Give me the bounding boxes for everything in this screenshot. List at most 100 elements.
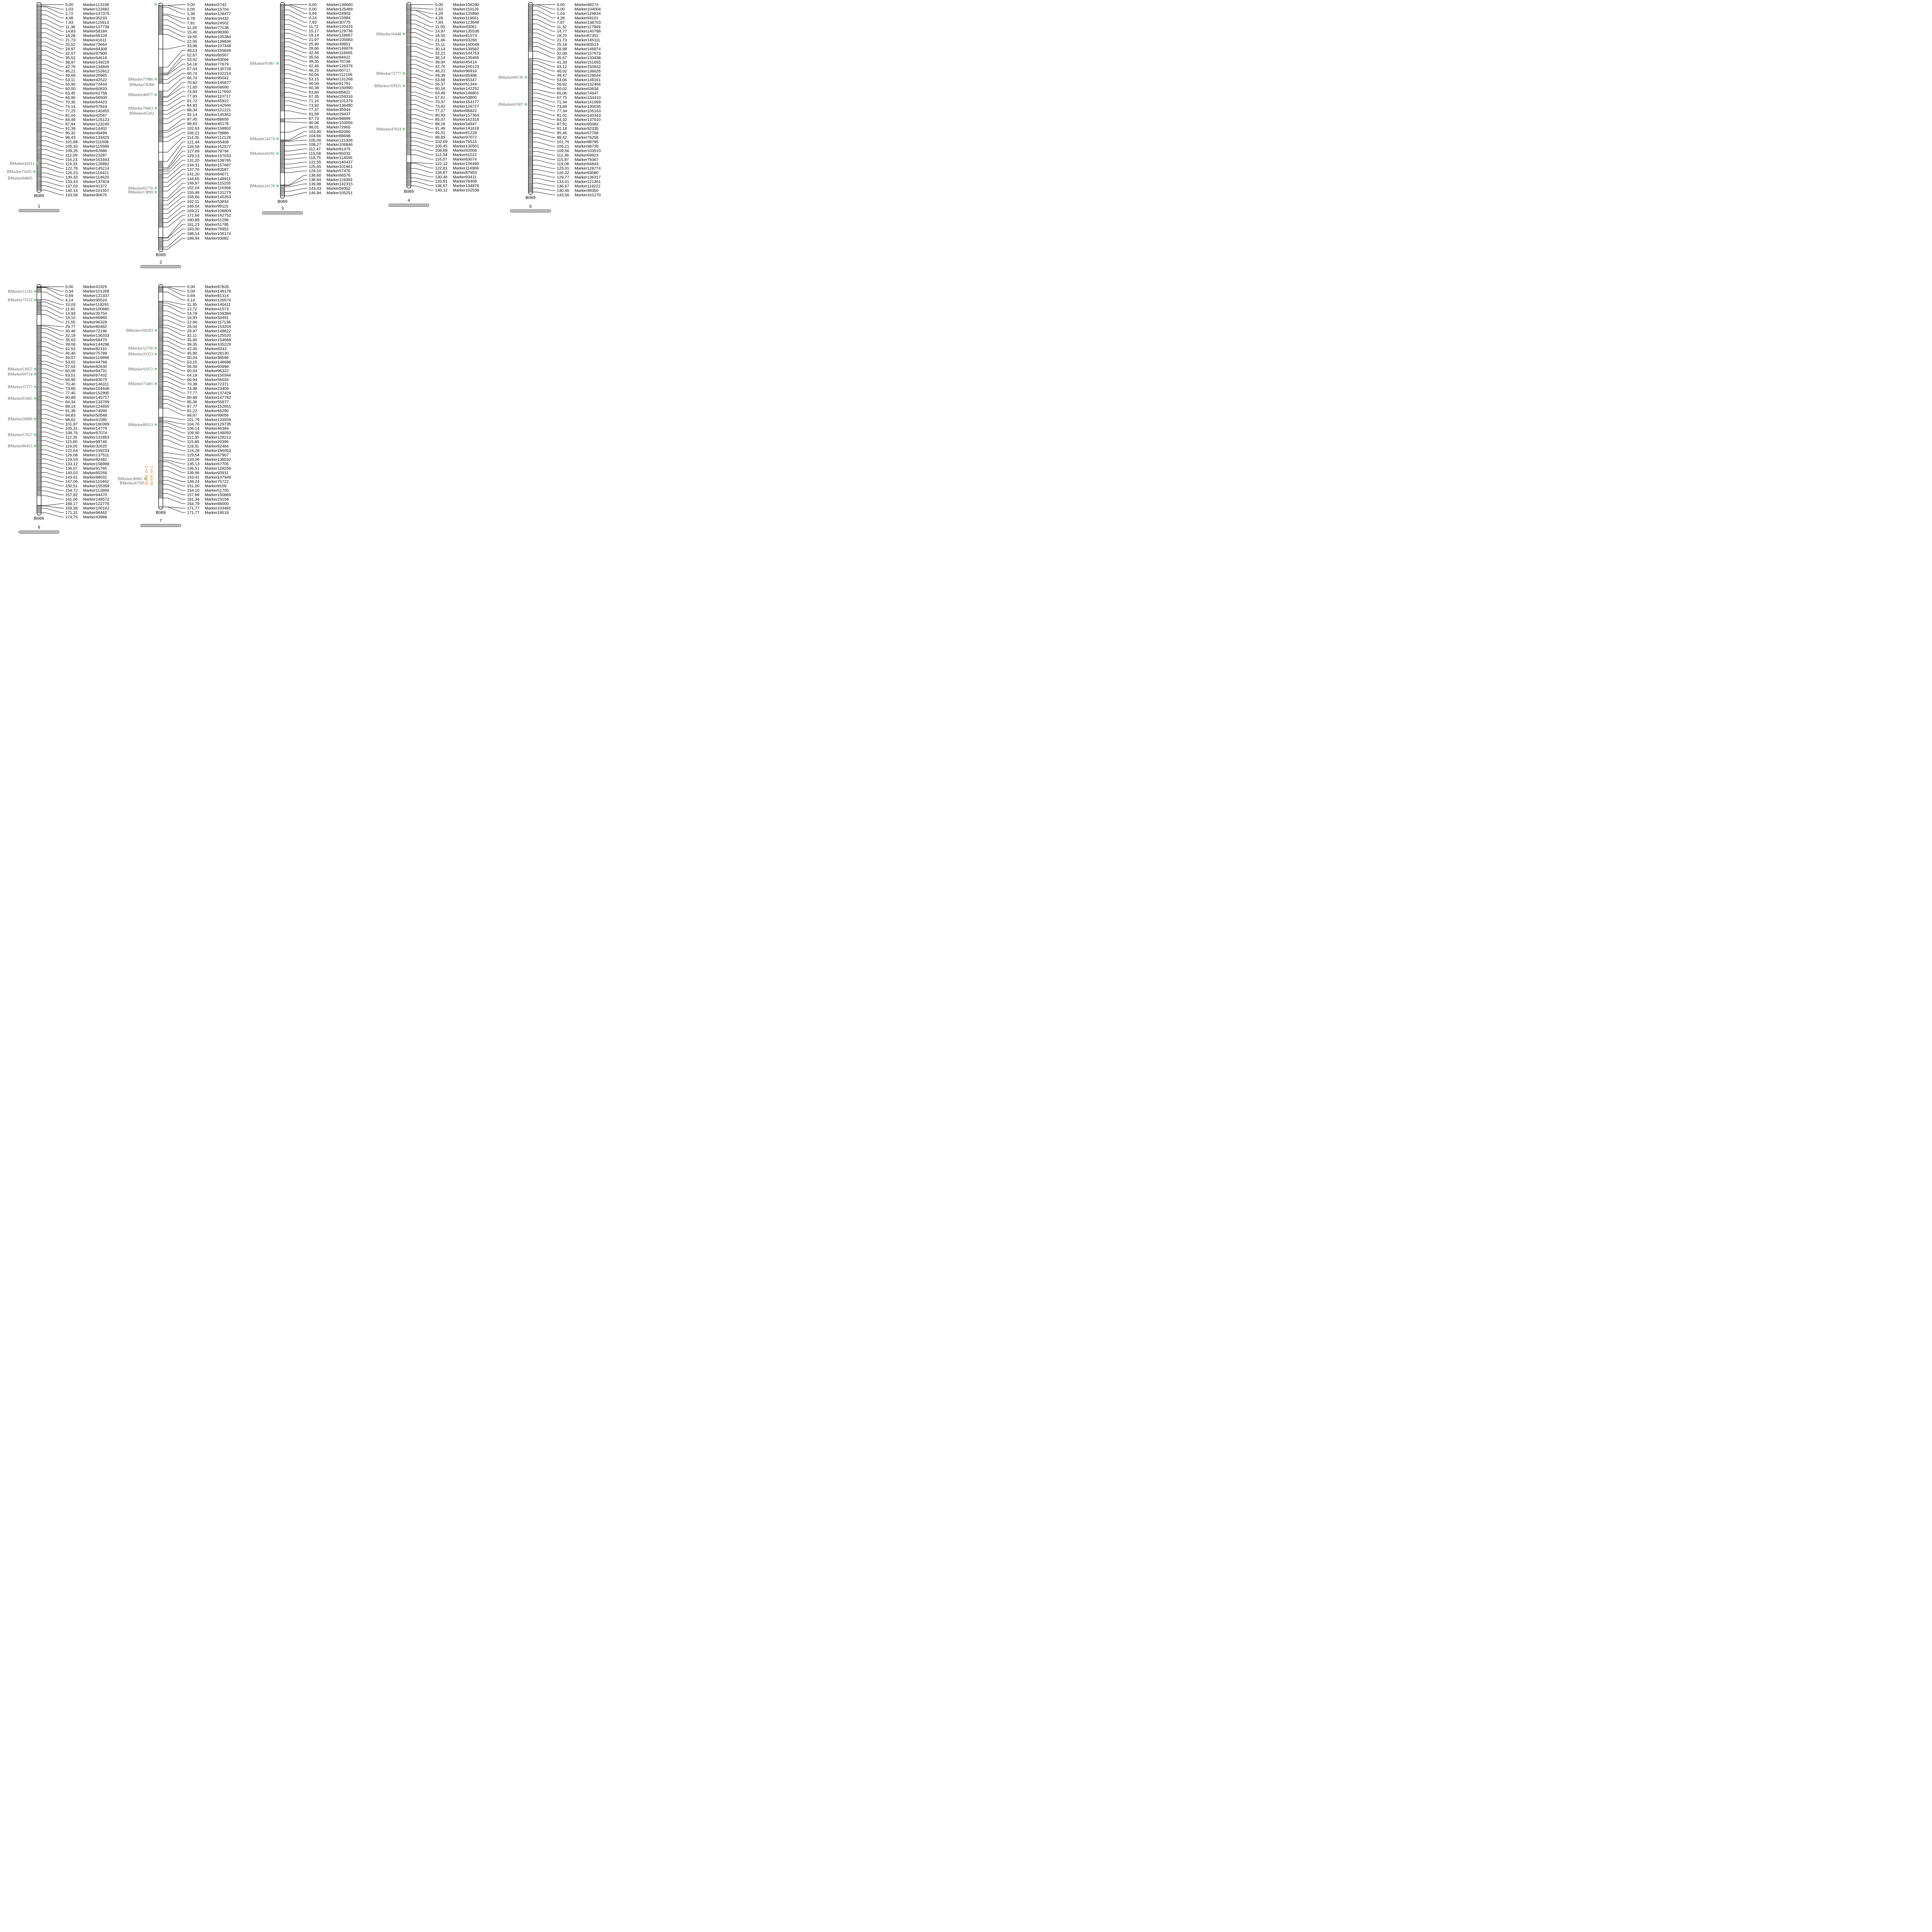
marker-position: 53,11 (65, 78, 75, 82)
marker-connector (532, 19, 555, 27)
marker-position: 87,94 (65, 122, 75, 127)
marker-name: Marker136626 (575, 69, 601, 73)
marker-name: Marker80567 (205, 53, 229, 58)
marker-connector (411, 181, 434, 186)
marker-name: Marker110126 (453, 7, 479, 12)
marker-connector (41, 454, 64, 460)
marker-position: 108,27 (309, 143, 321, 147)
marker-name: Marker68274 (575, 3, 599, 7)
marker-name: Marker87900 (83, 51, 107, 56)
marker-name: Marker106290 (453, 3, 479, 7)
marker-name: Marker81228 (453, 131, 477, 135)
bmarker-label: BMarker47824 (376, 128, 401, 132)
marker-name: Marker136660 (327, 3, 353, 7)
marker-name: Marker116421 (83, 171, 109, 175)
marker-name: Marker140437 (327, 160, 353, 165)
marker-name: Marker82110 (83, 347, 107, 351)
marker-position: 157,89 (187, 493, 199, 497)
marker-connector (411, 128, 434, 133)
linkage-group-7: 0,00 Marker87828 0,00 Marker148178 0,69 Marke… (118, 284, 231, 527)
marker-position: 42,53 (65, 347, 75, 351)
marker-position: 71,34 (557, 100, 567, 104)
marker-position: 22,66 (187, 320, 197, 325)
marker-connector (411, 24, 434, 32)
marker-name: Marker141069 (575, 100, 601, 104)
marker-name: Marker70736 (327, 60, 350, 64)
marker-position: 112,46 (557, 153, 569, 158)
marker-connector (532, 105, 555, 111)
marker-connector (41, 46, 64, 54)
marker-connector (411, 132, 434, 138)
marker-name: Marker69923 (575, 153, 599, 158)
marker-position: 146,94 (309, 190, 321, 195)
marker-name: Marker102214 (205, 71, 231, 76)
marker-name: Marker86822 (453, 109, 477, 113)
marker-connector (284, 131, 307, 140)
marker-name: Marker150832 (575, 65, 601, 69)
bmarker-label: BMarker92072 (128, 367, 153, 372)
marker-connector (41, 15, 64, 23)
marker-name: Marker114620 (83, 175, 109, 180)
marker-name: Marker96916 (453, 69, 477, 73)
marker-position: 48,13 (187, 48, 197, 53)
marker-position: 172,66 (187, 213, 199, 218)
marker-name: Marker118291 (83, 302, 109, 307)
marker-position: 123,01 (557, 166, 569, 171)
marker-name: Marker133425 (83, 135, 109, 140)
marker-connector (41, 136, 64, 142)
marker-name: Marker90670 (83, 193, 107, 197)
marker-position: 143,61 (65, 475, 78, 480)
bmarker-label: BMarker75481 (128, 382, 153, 386)
marker-position: 92,14 (187, 112, 197, 117)
marker-name: Marker75789 (83, 351, 107, 355)
marker-connector (163, 210, 185, 223)
marker-name: Marker107348 (205, 44, 231, 48)
marker-position: 81,04 (65, 113, 75, 118)
marker-name: Marker59352 (327, 186, 350, 191)
marker-name: Marker5742 (205, 3, 226, 7)
marker-position: 129,53 (65, 457, 78, 462)
marker-connector (163, 155, 185, 172)
bmarker-label: BMarker24174 (250, 137, 275, 141)
marker-position: 122,81 (435, 166, 447, 170)
marker-position: 0,69 (187, 293, 195, 298)
marker-name: Marker116368 (205, 186, 231, 190)
marker-connector (41, 432, 64, 438)
marker-name: Marker82484 (205, 444, 229, 449)
marker-connector (163, 461, 185, 469)
marker-connector (163, 341, 185, 349)
marker-position: 32,46 (309, 51, 319, 55)
marker-connector (532, 58, 555, 63)
marker-position: 60,16 (435, 87, 445, 91)
marker-name: Marker126574 (205, 298, 231, 303)
marker-name: Marker115255 (205, 181, 231, 186)
marker-position: 101,88 (65, 139, 78, 144)
marker-position: 49,39 (435, 73, 445, 78)
marker-connector (284, 42, 307, 49)
marker-connector (411, 82, 434, 89)
marker-name: Marker94470 (83, 493, 107, 497)
marker-connector (163, 114, 185, 124)
marker-connector (41, 512, 64, 517)
marker-name: Marker112869 (83, 488, 109, 493)
marker-position: 1,03 (65, 7, 73, 12)
marker-name: Marker130035 (575, 104, 601, 109)
marker-position: 105,00 (309, 138, 321, 143)
marker-connector (41, 405, 64, 411)
marker-connector (163, 224, 185, 238)
marker-position: 122,55 (309, 160, 321, 165)
marker-position: 70,35 (65, 100, 75, 104)
marker-name: Marker139765 (205, 158, 231, 163)
marker-connector (41, 490, 64, 495)
marker-connector (284, 38, 307, 44)
marker-name: Marker114908 (453, 166, 479, 170)
marker-connector (532, 151, 555, 155)
marker-name: Marker139836 (205, 39, 231, 44)
marker-name: Marker23158 (205, 497, 229, 502)
chromosome-bar (280, 2, 285, 199)
marker-connector (163, 399, 185, 406)
marker-position: 67,75 (557, 95, 567, 100)
marker-connector (411, 15, 434, 23)
marker-position: 73,89 (557, 104, 567, 109)
marker-position: 60,00 (65, 87, 75, 91)
